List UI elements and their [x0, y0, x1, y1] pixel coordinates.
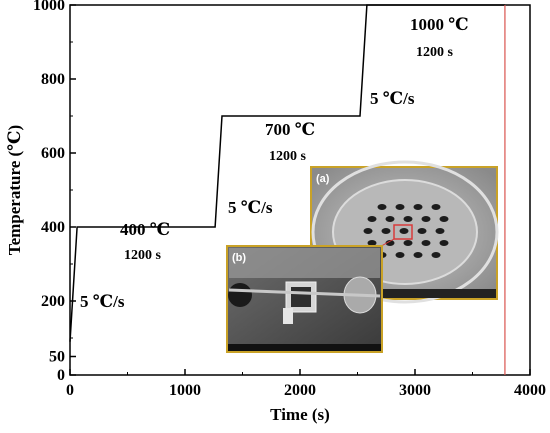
- inset-a-hole: [417, 228, 427, 234]
- y-tick-label-0: 0: [57, 367, 65, 384]
- inset-b-beam: [228, 288, 381, 298]
- inset-a-hole: [385, 240, 395, 246]
- inset-b-info-bar: [228, 344, 381, 351]
- stage3-temp-label: 1000 ℃: [410, 15, 469, 34]
- inset-a-hole: [403, 240, 413, 246]
- inset-b-dark-pit: [228, 283, 252, 307]
- tick-labels: 0 1000 2000 3000 4000 050 200 400 600 800 1000: [33, 0, 546, 399]
- inset-a-label: (a): [316, 173, 330, 185]
- inset-a-hole: [381, 228, 391, 234]
- inset-a-hole-array: [363, 204, 449, 258]
- x-axis-title: Time (s): [270, 405, 330, 424]
- inset-a-ring-outer: [311, 160, 499, 304]
- inset-a-hole: [367, 216, 377, 222]
- inset-a-hole: [367, 240, 377, 246]
- inset-a-hole: [403, 216, 413, 222]
- inset-a-hole: [421, 216, 431, 222]
- rate3-label: 5 ℃/s: [370, 89, 415, 108]
- series-line: [69, 4, 505, 342]
- inset-a-hole: [399, 228, 409, 234]
- stage2-temp-label: 700 ℃: [265, 120, 315, 139]
- inset-b-micrograph: (b): [226, 245, 383, 353]
- inset-b-probe: [283, 308, 293, 324]
- y-tick-label-1000: 1000: [33, 0, 65, 14]
- inset-a-hole: [413, 252, 423, 258]
- inset-a-highlight-box: [393, 224, 413, 240]
- inset-b-light-region: [229, 248, 380, 278]
- x-tick-label-3000: 3000: [399, 382, 431, 399]
- rate2-label: 5 ℃/s: [228, 198, 273, 217]
- inset-b-label: (b): [232, 252, 246, 264]
- x-tick-label-2000: 2000: [284, 382, 316, 399]
- y-tick-label-600: 600: [41, 145, 65, 162]
- inset-a-hole: [431, 204, 441, 210]
- inset-a-hole: [395, 252, 405, 258]
- inset-a-micrograph: (a): [310, 160, 499, 304]
- inset-a-hole: [385, 216, 395, 222]
- inset-a-info-bar: [312, 289, 496, 298]
- stage3-time-label: 1200 s: [416, 45, 454, 60]
- x-tick-label-0: 0: [66, 382, 74, 399]
- y-tick-label-50: 50: [49, 349, 65, 366]
- x-tick-label-4000: 4000: [514, 382, 546, 399]
- inset-a-hole: [439, 240, 449, 246]
- y-tick-label-800: 800: [41, 71, 65, 88]
- inset-b-center-slot: [291, 287, 311, 307]
- stage1-time-label: 1200 s: [124, 248, 162, 263]
- inset-a-hole: [439, 216, 449, 222]
- inset-a-hole: [421, 240, 431, 246]
- rate1-label: 5 ℃/s: [80, 292, 125, 311]
- inset-a-hole: [431, 252, 441, 258]
- inset-a-hole: [363, 228, 373, 234]
- y-tick-label-400: 400: [41, 219, 65, 236]
- inset-a-hole: [377, 204, 387, 210]
- y-axis-title: Temperature (℃): [5, 125, 24, 255]
- inset-a-hole: [413, 204, 423, 210]
- x-tick-label-1000: 1000: [169, 382, 201, 399]
- inset-a-hole: [435, 228, 445, 234]
- stage1-temp-label: 400 ℃: [120, 220, 170, 239]
- stage2-time-label: 1200 s: [269, 149, 307, 164]
- inset-a-hole: [395, 204, 405, 210]
- y-tick-label-200: 200: [41, 293, 65, 310]
